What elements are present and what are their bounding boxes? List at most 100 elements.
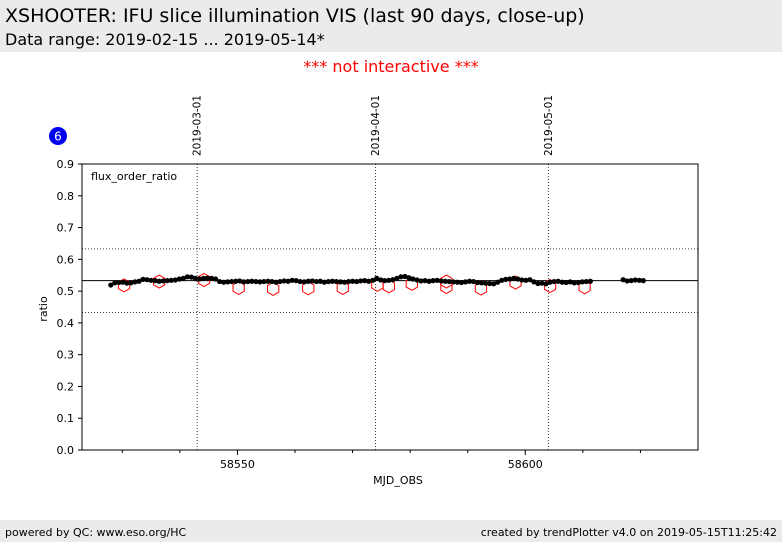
y-tick-label: 0.9 (57, 158, 75, 171)
data-point (293, 278, 299, 284)
outlier-marker (267, 281, 280, 296)
data-point (116, 279, 122, 286)
data-point (640, 278, 646, 284)
y-tick-label: 0.3 (57, 349, 75, 362)
data-point (269, 278, 275, 285)
data-point (366, 278, 372, 284)
numbered-badge: 6 (49, 127, 67, 145)
data-point (148, 277, 154, 283)
data-point (321, 279, 327, 285)
data-point (212, 276, 219, 282)
data-point (261, 278, 267, 285)
data-point (486, 280, 493, 287)
data-point (628, 278, 634, 284)
data-point (551, 278, 557, 285)
data-point (438, 278, 444, 284)
data-point (547, 279, 553, 285)
data-point (354, 278, 360, 285)
data-point (144, 277, 150, 283)
outlier-marker (232, 280, 245, 295)
y-tick-label: 0.5 (57, 285, 75, 298)
data-point (112, 280, 118, 286)
data-point (358, 278, 364, 284)
data-point (499, 277, 505, 283)
data-point (265, 278, 271, 284)
data-point (370, 277, 376, 283)
data-point (245, 278, 251, 285)
data-point (543, 281, 549, 287)
data-point (285, 278, 291, 284)
y-tick-label: 0.4 (57, 317, 75, 330)
data-point (434, 277, 440, 283)
x-tick-label: 58550 (220, 458, 255, 471)
data-point (337, 279, 344, 285)
data-point (164, 278, 170, 284)
data-point (519, 277, 525, 283)
label-layer: 2019-03-01 2019-04-01 2019-05-01 0.0 0.1 0.2 0… (37, 95, 555, 487)
data-point (301, 279, 307, 285)
data-point (289, 277, 295, 283)
data-point (567, 279, 573, 285)
data-point (241, 279, 247, 285)
data-point (555, 278, 561, 284)
data-point (491, 281, 497, 287)
data-point (128, 280, 134, 286)
data-point (636, 277, 642, 283)
data-point (333, 278, 340, 285)
data-point (458, 279, 464, 286)
data-point (168, 277, 174, 283)
y-tick-label: 0.6 (57, 253, 75, 266)
data-point (341, 279, 348, 285)
data-point (305, 278, 311, 284)
data-point (233, 278, 239, 284)
header-bar: XSHOOTER: IFU slice illumination VIS (la… (0, 0, 782, 52)
data-point (430, 278, 436, 284)
data-point (450, 279, 456, 285)
data-point (535, 280, 541, 287)
footer-created-by: created by trendPlotter v4.0 on 2019-05-… (480, 526, 777, 539)
data-point (152, 278, 158, 284)
data-point (478, 280, 485, 286)
data-point (229, 278, 235, 285)
badge-circle (49, 127, 67, 145)
data-point (188, 274, 194, 280)
data-point (587, 278, 593, 284)
data-point (563, 279, 569, 286)
data-point (184, 274, 190, 280)
data-point (624, 278, 630, 284)
data-point (132, 279, 138, 285)
data-point (124, 280, 130, 286)
outlier-marker (440, 274, 453, 289)
data-point (313, 278, 319, 285)
outlier-marker (153, 274, 166, 289)
data-points (108, 273, 646, 288)
y-tick-label: 0.0 (57, 444, 75, 457)
footer-bar: powered by QC: www.eso.org/HC created by… (0, 520, 782, 542)
data-point (196, 276, 203, 282)
data-point (466, 278, 473, 284)
data-point (523, 277, 529, 283)
data-point (402, 273, 408, 280)
data-point (192, 275, 199, 281)
date-marker-label: 2019-03-01 (192, 95, 204, 156)
date-marker-label: 2019-05-01 (543, 95, 555, 156)
y-tick-label: 0.1 (57, 412, 75, 425)
data-point (297, 278, 303, 285)
data-point (571, 280, 577, 286)
data-point (257, 279, 263, 285)
data-point (108, 282, 114, 288)
data-point (176, 276, 182, 282)
data-point (345, 278, 352, 285)
data-point (386, 277, 392, 283)
data-point (410, 276, 416, 282)
data-point (180, 275, 186, 281)
outlier-marker (302, 281, 315, 296)
date-marker-label: 2019-04-01 (370, 95, 382, 156)
data-point (394, 275, 400, 281)
x-axis-label: MJD_OBS (373, 474, 423, 487)
data-point (382, 278, 388, 284)
data-point (414, 277, 420, 283)
data-point (281, 278, 287, 284)
footer-powered-by: powered by QC: www.eso.org/HC (5, 526, 187, 539)
data-point (495, 279, 501, 285)
